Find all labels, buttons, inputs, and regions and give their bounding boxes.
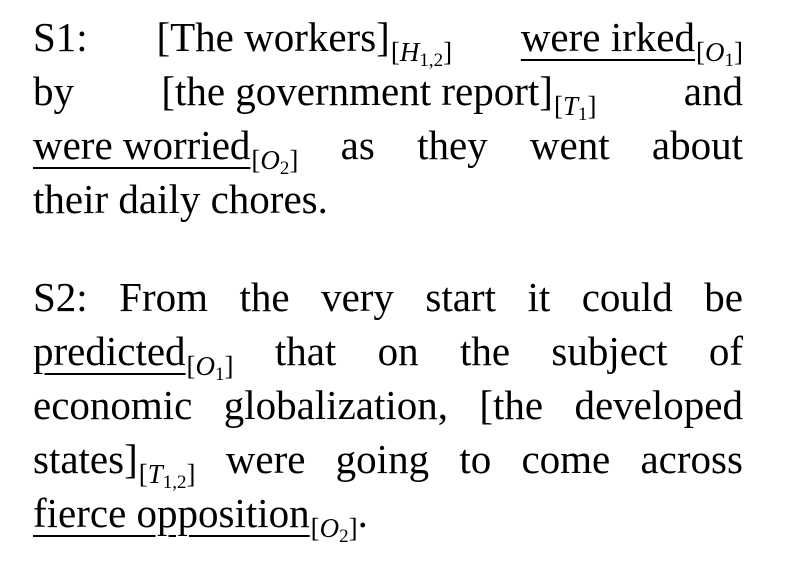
s2-opinion-2-tag: [O2] <box>310 513 358 547</box>
s2-opinion-2: fierce opposition <box>33 490 310 536</box>
s2-word: it <box>527 274 551 320</box>
s1-word-about: about <box>651 122 743 168</box>
s2-end-period: . <box>357 490 368 536</box>
s2-word: come <box>521 436 611 482</box>
s1-opinion-1-annotation: were irked[O1] <box>520 10 743 71</box>
s2-line-5: fierce opposition[O2]. <box>33 486 743 547</box>
s1-word-by: by <box>33 68 74 114</box>
s2-opinion-1-annotation: predicted[O1] <box>33 324 234 385</box>
s2-word: the <box>239 274 290 320</box>
s2-label: S2: <box>33 274 88 320</box>
sentence-s1: S1: [The workers][H1,2] were irked[O1] b… <box>33 10 743 226</box>
s1-target-tag: [T1] <box>553 91 597 125</box>
s1-line-4: their daily chores. <box>33 172 743 226</box>
s2-word: going <box>335 436 430 482</box>
s2-word: that <box>274 328 337 374</box>
s2-word: on <box>377 328 419 374</box>
s2-word: across <box>640 436 743 482</box>
s1-opinion-1: were irked <box>520 14 695 60</box>
sentence-s2: S2: From the very start it could be pred… <box>33 270 743 547</box>
s2-word: of <box>708 328 743 374</box>
s1-holder-tag: [H1,2] <box>390 37 453 71</box>
s1-holder-annotation: [The workers][H1,2] <box>156 10 453 71</box>
s1-word-they: they <box>417 122 488 168</box>
s2-word: developed <box>574 382 743 428</box>
s2-target-span-end: states] <box>33 436 138 482</box>
s1-word-and: and <box>683 68 743 114</box>
s2-word: economic <box>33 382 193 428</box>
s1-opinion-2-annotation: were worried[O2] <box>33 118 299 179</box>
s1-tail: their daily chores. <box>33 176 328 222</box>
s2-line-2: predicted[O1] that on the subject of <box>33 324 743 385</box>
s2-opinion-1-tag: [O1] <box>186 351 234 385</box>
s1-word-went: went <box>529 122 610 168</box>
s1-target-span: [the government report] <box>161 68 553 114</box>
s2-word: subject <box>551 328 668 374</box>
s2-opinion-1: predicted <box>33 328 186 374</box>
s2-word: globalization, <box>223 382 449 428</box>
s2-word: start <box>425 274 496 320</box>
s2-word: were <box>225 436 306 482</box>
s2-word: could <box>581 274 673 320</box>
s2-word: be <box>704 274 743 320</box>
s1-line-1: S1: [The workers][H1,2] were irked[O1] <box>33 10 743 71</box>
s2-word: to <box>459 436 492 482</box>
s2-word: the <box>459 328 511 374</box>
s2-line-3: economic globalization, [the developed <box>33 378 743 432</box>
s1-opinion-2-tag: [O2] <box>251 145 299 179</box>
s2-target-tag: [T1,2] <box>138 459 196 493</box>
s1-holder-span: [The workers] <box>156 14 390 60</box>
s1-target-annotation: [the government report][T1] <box>161 64 597 125</box>
s2-word: [the <box>479 382 544 428</box>
s2-line-4: states][T1,2] were going to come across <box>33 432 743 493</box>
s1-word-as: as <box>340 122 375 168</box>
s1-opinion-1-tag: [O1] <box>695 37 743 71</box>
s2-opinion-2-annotation: fierce opposition[O2]. <box>33 486 368 547</box>
s1-opinion-2: were worried <box>33 122 251 168</box>
s2-line-1: S2: From the very start it could be <box>33 270 743 324</box>
s2-word: From <box>119 274 209 320</box>
s2-word: very <box>321 274 394 320</box>
s1-line-2: by [the government report][T1] and <box>33 64 743 125</box>
s1-label: S1: <box>33 14 88 60</box>
s1-line-3: were worried[O2] as they went about <box>33 118 743 179</box>
s2-target-annotation: states][T1,2] <box>33 432 196 493</box>
